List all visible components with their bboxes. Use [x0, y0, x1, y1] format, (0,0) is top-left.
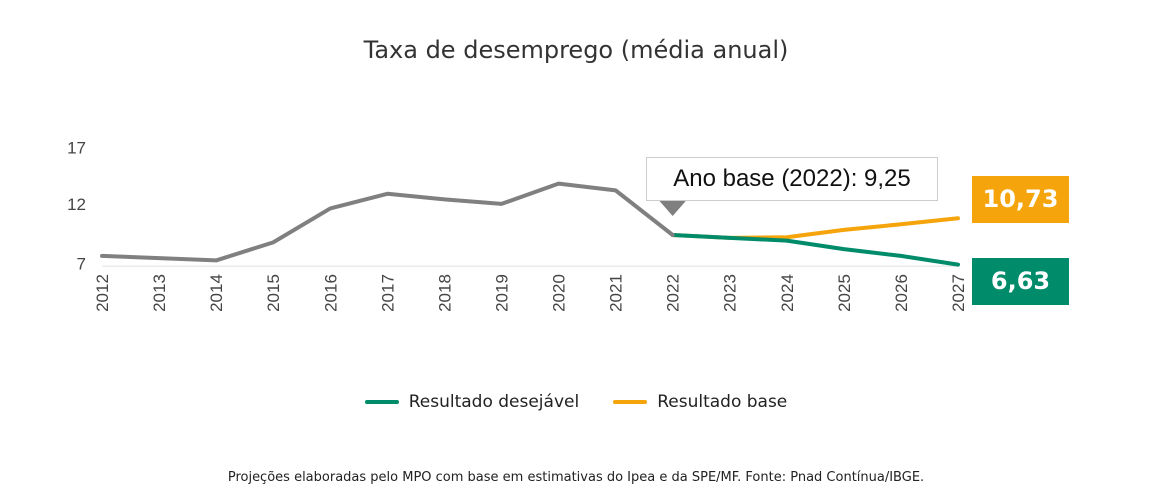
base-year-callout: Ano base (2022): 9,25: [646, 157, 938, 201]
series-line-resultado-desejável: [670, 233, 960, 267]
x-tick-label: 2020: [550, 274, 569, 312]
x-tick-label: 2013: [150, 274, 169, 312]
x-tick-label: 2024: [778, 274, 797, 312]
y-tick-label: 12: [67, 195, 86, 214]
legend-swatch: [613, 400, 648, 404]
legend-item-base: Resultado base: [613, 392, 787, 412]
legend-label: Resultado base: [657, 392, 788, 412]
x-tick-label: 2022: [664, 274, 683, 312]
x-tick-label: 2012: [93, 274, 112, 312]
desired-end-label: 6,63: [972, 258, 1069, 305]
callout-pointer: [658, 200, 687, 216]
base-end-label: 10,73: [972, 176, 1069, 223]
legend-item-desejavel: Resultado desejável: [364, 392, 580, 412]
x-tick-label: 2014: [207, 274, 226, 312]
x-tick-label: 2027: [949, 274, 968, 312]
x-tick-label: 2026: [892, 274, 911, 312]
y-tick-label: 17: [67, 138, 86, 157]
x-tick-label: 2015: [264, 274, 283, 312]
legend: Resultado desejável Resultado base: [0, 392, 1152, 412]
legend-label: Resultado desejável: [408, 392, 580, 412]
x-tick-label: 2021: [607, 274, 626, 312]
x-tick-label: 2018: [435, 274, 454, 312]
x-tick-label: 2025: [835, 274, 854, 312]
x-tick-label: 2019: [492, 274, 511, 312]
legend-swatch: [364, 400, 399, 404]
x-tick-label: 2023: [721, 274, 740, 312]
x-tick-label: 2016: [321, 274, 340, 312]
source-note: Projeções elaboradas pelo MPO com base e…: [227, 470, 925, 485]
series-line-historico: [100, 181, 675, 263]
chart-title: Taxa de desemprego (média anual): [363, 36, 789, 64]
series-line-resultado-base: [670, 216, 960, 240]
y-tick-label: 7: [77, 254, 86, 273]
x-tick-label: 2017: [378, 274, 397, 312]
